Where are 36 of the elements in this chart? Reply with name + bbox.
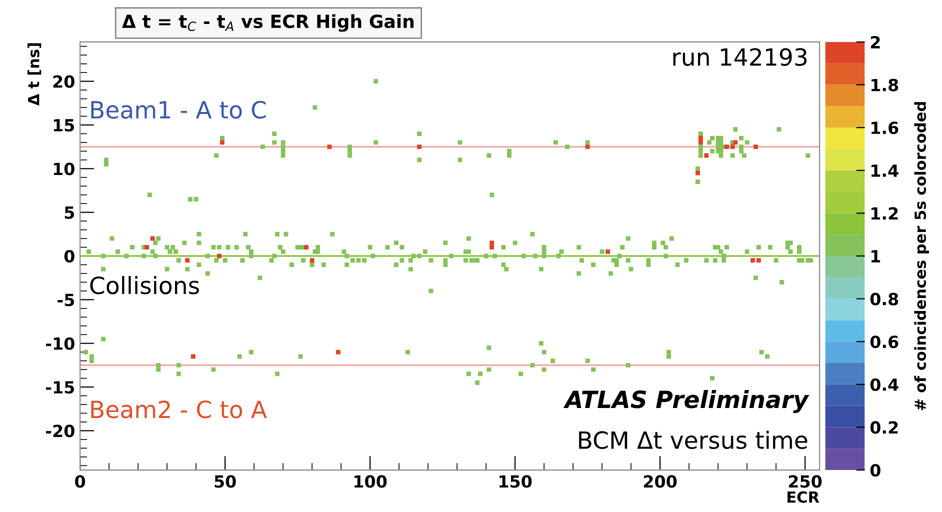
y-tick-label: -10	[46, 337, 74, 350]
y-axis-title: Δ t [ns]	[28, 43, 42, 106]
color-bar-label: 0.4	[870, 378, 898, 391]
ref-line-label: Beam1 - A to C	[91, 100, 266, 119]
chart-title: Δ t = t$_{C}$ - t$_{A}$ vs ECR High Gain	[122, 14, 414, 32]
ref-line-label: Collisions	[90, 276, 199, 294]
y-tick-label: 5	[64, 206, 74, 219]
x-tick-label: 50	[214, 475, 236, 488]
y-tick-label: 0	[64, 250, 74, 263]
color-bar-label: 1.2	[871, 207, 898, 220]
color-bar-label: 0.6	[870, 336, 898, 348]
x-tick-label: 200	[644, 475, 677, 488]
color-bar-label: 1.4	[871, 164, 898, 177]
annotation: ATLAS Preliminary	[563, 390, 810, 414]
color-bar-label: 1.6	[871, 122, 898, 134]
color-bar-label: 0	[870, 464, 880, 477]
annotation: run 142193	[673, 48, 807, 66]
x-axis-title: ECR	[788, 491, 820, 503]
y-tick-label: 15	[54, 119, 74, 132]
x-tick-label: 150	[500, 475, 532, 488]
color-bar-label: 0.8	[870, 292, 898, 306]
y-tick-label: -15	[46, 381, 74, 394]
y-tick-label: -20	[46, 424, 74, 438]
y-tick-label: 20	[53, 75, 74, 88]
y-tick-label: -5	[58, 294, 74, 306]
x-tick-label: 0	[75, 475, 86, 488]
color-bar-title: # of coincidences per 5s colorcoded	[914, 102, 929, 410]
color-bar-label: 1	[871, 250, 880, 262]
color-bar-label: 1.8	[871, 78, 898, 92]
annotation: BCM Δt versus time	[579, 430, 808, 450]
x-tick-label: 250	[788, 475, 822, 488]
ref-line-label: Beam2 - C to A	[91, 400, 267, 418]
color-bar-label: 2	[870, 36, 880, 48]
y-tick-label: 10	[54, 162, 74, 176]
color-bar-label: 0.2	[870, 421, 898, 434]
x-tick-label: 100	[354, 475, 387, 488]
